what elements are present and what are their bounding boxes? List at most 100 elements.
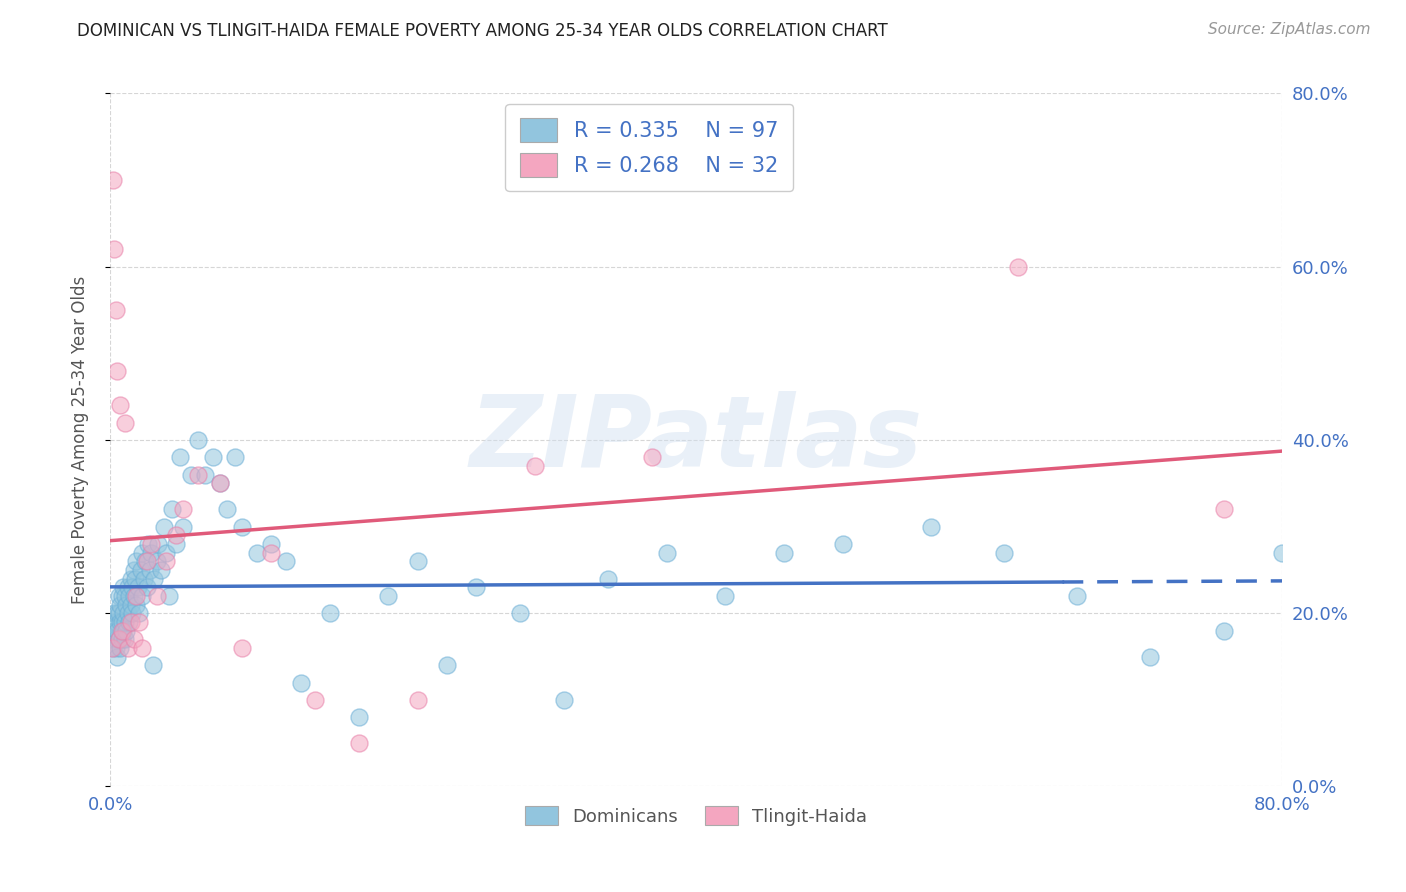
- Point: [260, 537, 283, 551]
- Point: [143, 572, 166, 586]
- Point: [260, 545, 283, 559]
- Point: [155, 554, 177, 568]
- Point: [135, 554, 157, 568]
- Point: [122, 563, 145, 577]
- Point: [406, 554, 429, 568]
- Point: [112, 580, 135, 594]
- Point: [347, 710, 370, 724]
- Point: [111, 632, 134, 647]
- Text: Source: ZipAtlas.com: Source: ZipAtlas.com: [1208, 22, 1371, 37]
- Point: [112, 624, 135, 638]
- Point: [993, 545, 1015, 559]
- Point: [142, 658, 165, 673]
- Point: [553, 693, 575, 707]
- Point: [114, 416, 136, 430]
- Point: [121, 580, 143, 594]
- Point: [111, 589, 134, 603]
- Point: [128, 615, 150, 629]
- Point: [114, 589, 136, 603]
- Point: [165, 537, 187, 551]
- Point: [523, 458, 546, 473]
- Point: [465, 580, 488, 594]
- Point: [148, 537, 170, 551]
- Point: [101, 640, 124, 655]
- Point: [108, 589, 131, 603]
- Point: [103, 242, 125, 256]
- Point: [101, 615, 124, 629]
- Point: [136, 537, 159, 551]
- Point: [104, 302, 127, 317]
- Point: [125, 598, 148, 612]
- Point: [217, 502, 239, 516]
- Point: [274, 554, 297, 568]
- Point: [117, 580, 139, 594]
- Point: [1301, 589, 1323, 603]
- Point: [773, 545, 796, 559]
- Point: [598, 572, 620, 586]
- Point: [129, 563, 152, 577]
- Point: [134, 554, 156, 568]
- Point: [187, 433, 209, 447]
- Point: [172, 502, 194, 516]
- Point: [231, 640, 253, 655]
- Point: [165, 528, 187, 542]
- Point: [201, 450, 224, 465]
- Point: [169, 450, 191, 465]
- Point: [122, 632, 145, 647]
- Point: [920, 519, 942, 533]
- Point: [104, 640, 127, 655]
- Point: [139, 537, 162, 551]
- Point: [208, 476, 231, 491]
- Point: [187, 467, 209, 482]
- Point: [110, 398, 132, 412]
- Point: [194, 467, 217, 482]
- Y-axis label: Female Poverty Among 25-34 Year Olds: Female Poverty Among 25-34 Year Olds: [72, 276, 89, 604]
- Point: [155, 545, 177, 559]
- Point: [124, 572, 146, 586]
- Point: [118, 615, 141, 629]
- Point: [104, 615, 127, 629]
- Legend: Dominicans, Tlingit-Haida: Dominicans, Tlingit-Haida: [517, 799, 875, 833]
- Point: [1212, 624, 1234, 638]
- Point: [103, 624, 125, 638]
- Point: [135, 580, 157, 594]
- Point: [132, 572, 155, 586]
- Point: [304, 693, 326, 707]
- Point: [110, 640, 132, 655]
- Point: [105, 649, 128, 664]
- Point: [100, 632, 122, 647]
- Point: [172, 519, 194, 533]
- Point: [641, 450, 664, 465]
- Point: [108, 632, 131, 647]
- Point: [105, 624, 128, 638]
- Point: [112, 606, 135, 620]
- Point: [125, 554, 148, 568]
- Point: [150, 563, 173, 577]
- Point: [208, 476, 231, 491]
- Point: [245, 545, 267, 559]
- Point: [127, 580, 149, 594]
- Text: DOMINICAN VS TLINGIT-HAIDA FEMALE POVERTY AMONG 25-34 YEAR OLDS CORRELATION CHAR: DOMINICAN VS TLINGIT-HAIDA FEMALE POVERT…: [77, 22, 889, 40]
- Point: [406, 693, 429, 707]
- Point: [831, 537, 853, 551]
- Point: [139, 545, 162, 559]
- Point: [131, 640, 153, 655]
- Point: [115, 624, 138, 638]
- Point: [110, 598, 132, 612]
- Point: [157, 589, 180, 603]
- Point: [131, 589, 153, 603]
- Point: [153, 519, 176, 533]
- Point: [1066, 589, 1088, 603]
- Point: [1007, 260, 1029, 274]
- Point: [1271, 545, 1294, 559]
- Point: [104, 632, 127, 647]
- Point: [180, 467, 202, 482]
- Point: [224, 450, 246, 465]
- Point: [138, 563, 160, 577]
- Point: [714, 589, 737, 603]
- Point: [114, 632, 136, 647]
- Point: [146, 554, 169, 568]
- Point: [131, 545, 153, 559]
- Point: [509, 606, 531, 620]
- Point: [103, 606, 125, 620]
